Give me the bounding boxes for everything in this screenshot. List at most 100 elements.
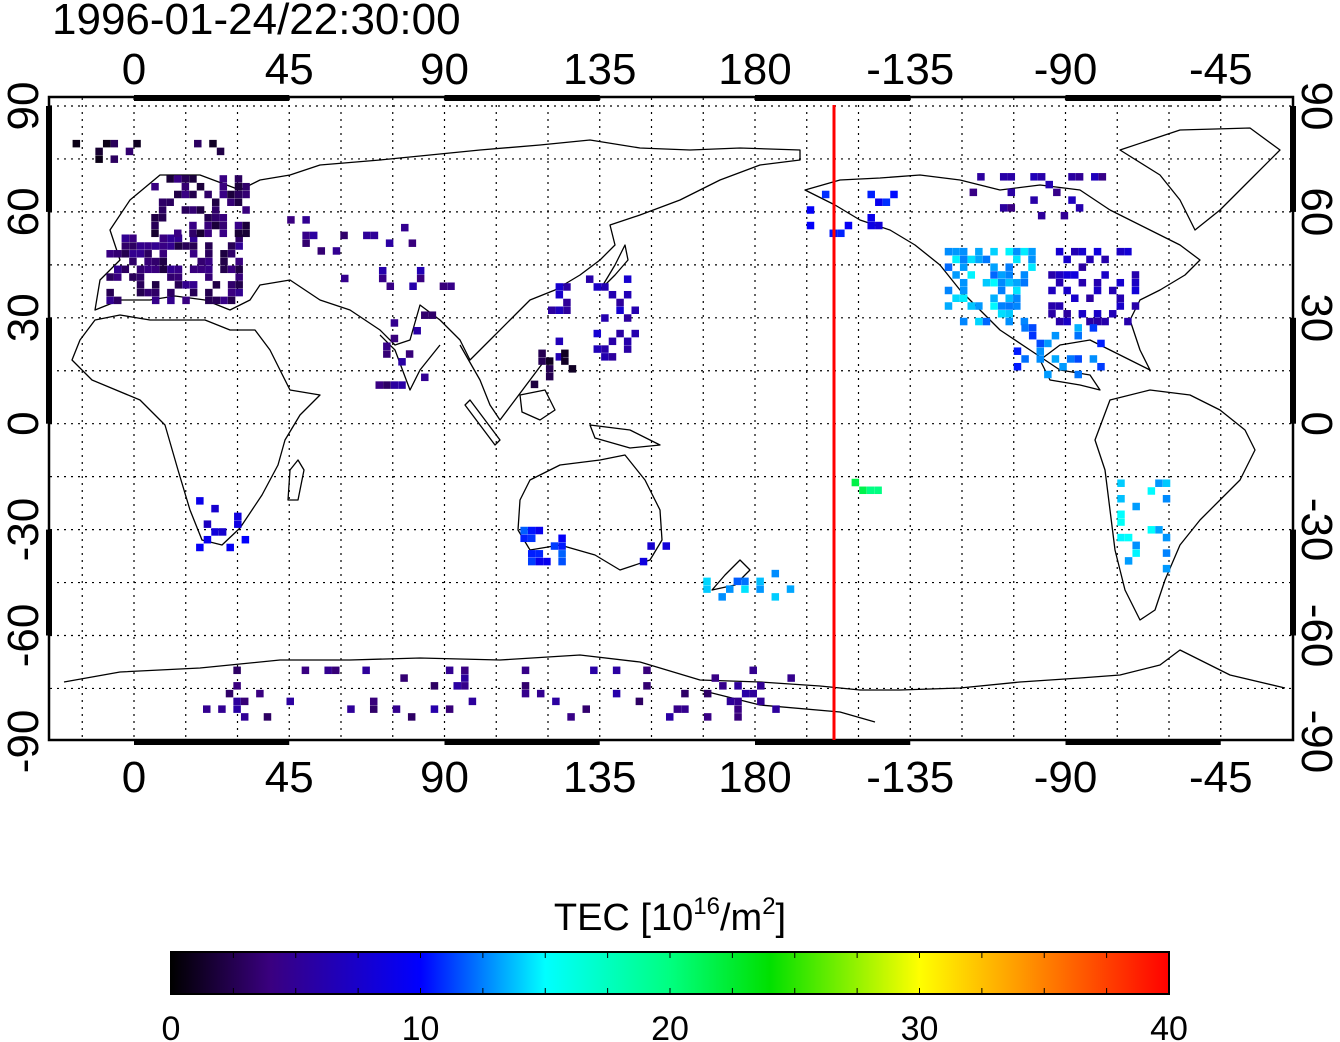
- tec-cell: [867, 190, 875, 199]
- left-latitude-labels: 90 60 30 0 -30 -60 -90: [0, 82, 48, 774]
- tec-cell: [1048, 286, 1056, 295]
- tec-cell: [227, 296, 236, 305]
- tec-cell: [95, 147, 103, 156]
- tec-cell: [593, 329, 602, 338]
- frame-bar-right: [1290, 317, 1296, 424]
- tec-cell: [1155, 479, 1163, 487]
- tec-cell: [144, 242, 152, 250]
- tec-cell: [340, 231, 348, 240]
- tec-cell: [234, 190, 243, 199]
- tec-cell: [174, 175, 182, 183]
- tec-cell: [430, 705, 439, 713]
- tec-cell: [555, 283, 564, 291]
- tec-cell: [234, 229, 243, 238]
- frame-bar-top: [755, 95, 911, 101]
- tec-cell: [616, 298, 624, 307]
- tec-cell: [585, 275, 594, 283]
- tec-cell: [174, 229, 182, 238]
- tec-cell: [225, 689, 234, 698]
- tec-cell: [220, 250, 228, 258]
- tec-cell: [113, 273, 122, 281]
- tec-cell: [189, 206, 197, 214]
- tec-cell: [1030, 196, 1038, 204]
- tec-cell: [159, 257, 168, 266]
- tec-cell: [1028, 263, 1036, 271]
- tec-cell: [461, 674, 469, 682]
- tec-cell: [859, 486, 867, 495]
- tec-cell: [982, 317, 991, 326]
- tec-cell: [1063, 310, 1071, 318]
- tec-cell: [197, 265, 205, 274]
- tec-cell: [205, 288, 213, 297]
- tec-cell: [1093, 286, 1102, 295]
- tec-cell: [1044, 339, 1052, 348]
- tec-cell: [167, 273, 175, 281]
- tec-cell: [110, 155, 119, 163]
- tec-cell: [593, 283, 602, 291]
- tec-cell: [212, 281, 221, 289]
- tec-cell: [563, 306, 571, 315]
- colorbar-title-sup1: 16: [693, 893, 720, 920]
- tec-cell: [209, 139, 217, 148]
- bottom-longitude-label: -45: [1189, 753, 1253, 802]
- tec-cell: [1020, 247, 1029, 256]
- tec-cell: [1162, 564, 1171, 573]
- tec-cell: [205, 250, 213, 258]
- tec-cell: [102, 139, 111, 148]
- tec-cell: [1101, 255, 1109, 264]
- tec-cell: [1162, 495, 1171, 503]
- tec-cell: [235, 257, 243, 266]
- tec-cell: [227, 198, 235, 206]
- tec-cell: [997, 271, 1006, 279]
- tec-cell: [959, 255, 968, 264]
- tec-cell: [204, 221, 212, 230]
- frame-bar-bottom: [1065, 739, 1221, 745]
- tec-cell: [1117, 518, 1125, 526]
- tec-cell: [151, 214, 159, 222]
- tec-cell: [1074, 324, 1082, 332]
- tec-cell: [1005, 247, 1013, 256]
- tec-cell: [647, 542, 655, 550]
- tec-cell: [378, 274, 387, 283]
- frame-bar-bottom: [134, 739, 290, 745]
- tec-cell: [1132, 549, 1140, 557]
- tec-cell: [952, 247, 960, 256]
- tec-cell: [386, 282, 395, 290]
- tec-cell: [665, 713, 674, 721]
- tec-cell: [242, 190, 250, 199]
- tec-cell: [1059, 362, 1067, 371]
- tec-cell: [409, 282, 417, 290]
- top-longitude-label: -45: [1189, 45, 1253, 94]
- tec-cell: [203, 705, 211, 713]
- tec-cell: [227, 190, 235, 199]
- tec-cell: [944, 263, 953, 271]
- coast-africa: [71, 314, 321, 546]
- tec-cell: [233, 682, 241, 690]
- tec-cell: [219, 182, 228, 191]
- left-latitude-label: 60: [0, 187, 48, 236]
- tec-cell: [136, 250, 145, 258]
- tec-cell: [383, 350, 391, 358]
- tec-cell: [129, 250, 137, 258]
- tec-cell: [189, 175, 197, 183]
- tec-cell: [1051, 331, 1060, 340]
- bottom-longitude-labels: 0 45 90 135 180 -135 -90 -45: [122, 753, 1253, 802]
- tec-cell: [1116, 302, 1125, 310]
- tec-cell: [1131, 271, 1140, 279]
- tec-cell: [1162, 533, 1171, 542]
- tec-cell: [545, 372, 554, 381]
- tec-cell: [593, 345, 602, 353]
- tec-cell: [113, 250, 122, 258]
- tec-cell: [227, 265, 236, 274]
- colorbar: [170, 951, 1170, 995]
- tec-cell: [430, 682, 439, 690]
- tec-cell: [1071, 294, 1079, 303]
- tec-cell: [1147, 487, 1156, 495]
- tec-cell: [734, 697, 742, 706]
- tec-cell: [734, 682, 742, 690]
- tec-cell: [461, 682, 469, 690]
- tec-cell: [536, 689, 545, 698]
- tec-cell: [563, 298, 571, 307]
- tec-cell: [242, 229, 250, 238]
